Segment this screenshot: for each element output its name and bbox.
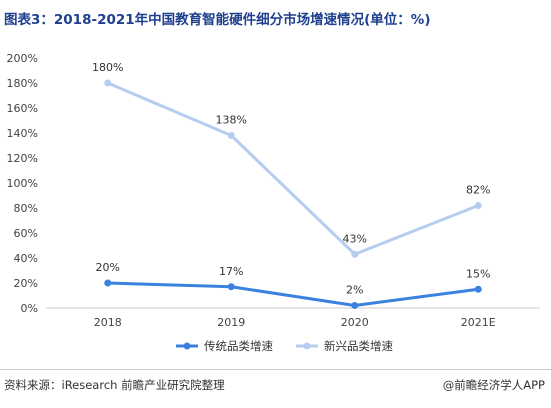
- data-label: 138%: [216, 114, 247, 127]
- data-label: 15%: [466, 267, 490, 280]
- y-tick-label: 200%: [7, 52, 38, 65]
- x-tick-label: 2018: [94, 316, 122, 329]
- data-label: 180%: [92, 61, 123, 74]
- data-point: [351, 250, 359, 258]
- chart-title: 图表3：2018-2021年中国教育智能硬件细分市场增速情况(单位：%): [4, 12, 431, 28]
- y-tick-label: 100%: [7, 177, 38, 190]
- credit-note: @前瞻经济学人APP: [442, 378, 545, 392]
- y-tick-label: 60%: [14, 227, 38, 240]
- data-point: [227, 132, 235, 139]
- y-tick-label: 40%: [14, 252, 38, 265]
- x-tick-label: 2021E: [461, 316, 496, 329]
- y-axis: 0% 20% 40% 60% 80% 100% 120% 140% 160% 180% 200%: [7, 52, 38, 315]
- data-point: [474, 202, 482, 209]
- x-tick-label: 2020: [341, 316, 369, 329]
- y-tick-label: 120%: [7, 152, 38, 165]
- y-tick-label: 80%: [14, 202, 38, 215]
- y-tick-label: 180%: [7, 77, 38, 90]
- legend-label: 新兴品类增速: [324, 339, 393, 353]
- data-point: [474, 285, 482, 293]
- line-chart: 0% 20% 40% 60% 80% 100% 120% 140% 160% 180% 200% 2…: [7, 52, 540, 353]
- data-label: 17%: [219, 265, 243, 278]
- series-line: [106, 81, 480, 256]
- data-point: [104, 79, 112, 87]
- data-label: 2%: [346, 284, 363, 297]
- legend-marker: [183, 342, 191, 350]
- footer-divider: [0, 369, 551, 370]
- y-tick-label: 160%: [7, 102, 38, 115]
- legend-label: 传统品类增速: [204, 339, 273, 353]
- data-label: 20%: [96, 261, 120, 274]
- y-tick-label: 0%: [21, 302, 38, 315]
- y-tick-label: 20%: [14, 277, 38, 290]
- data-point: [104, 279, 112, 287]
- x-axis: 2018 2019 2020 2021E: [46, 307, 540, 329]
- y-tick-label: 140%: [7, 127, 38, 140]
- data-label: 82%: [466, 184, 490, 197]
- data-point: [227, 283, 235, 291]
- source-note: 资料来源：iResearch 前瞻产业研究院整理: [4, 378, 225, 392]
- legend-marker: [303, 342, 311, 350]
- series-line: [106, 281, 480, 307]
- data-label: 43%: [343, 232, 367, 245]
- data-point: [351, 302, 359, 309]
- series-layer: 180% 138% 43% 82% 20% 17% 2% 15%: [92, 61, 490, 309]
- legend: 传统品类增速 新兴品类增速: [176, 339, 393, 353]
- x-tick-label: 2019: [217, 316, 245, 329]
